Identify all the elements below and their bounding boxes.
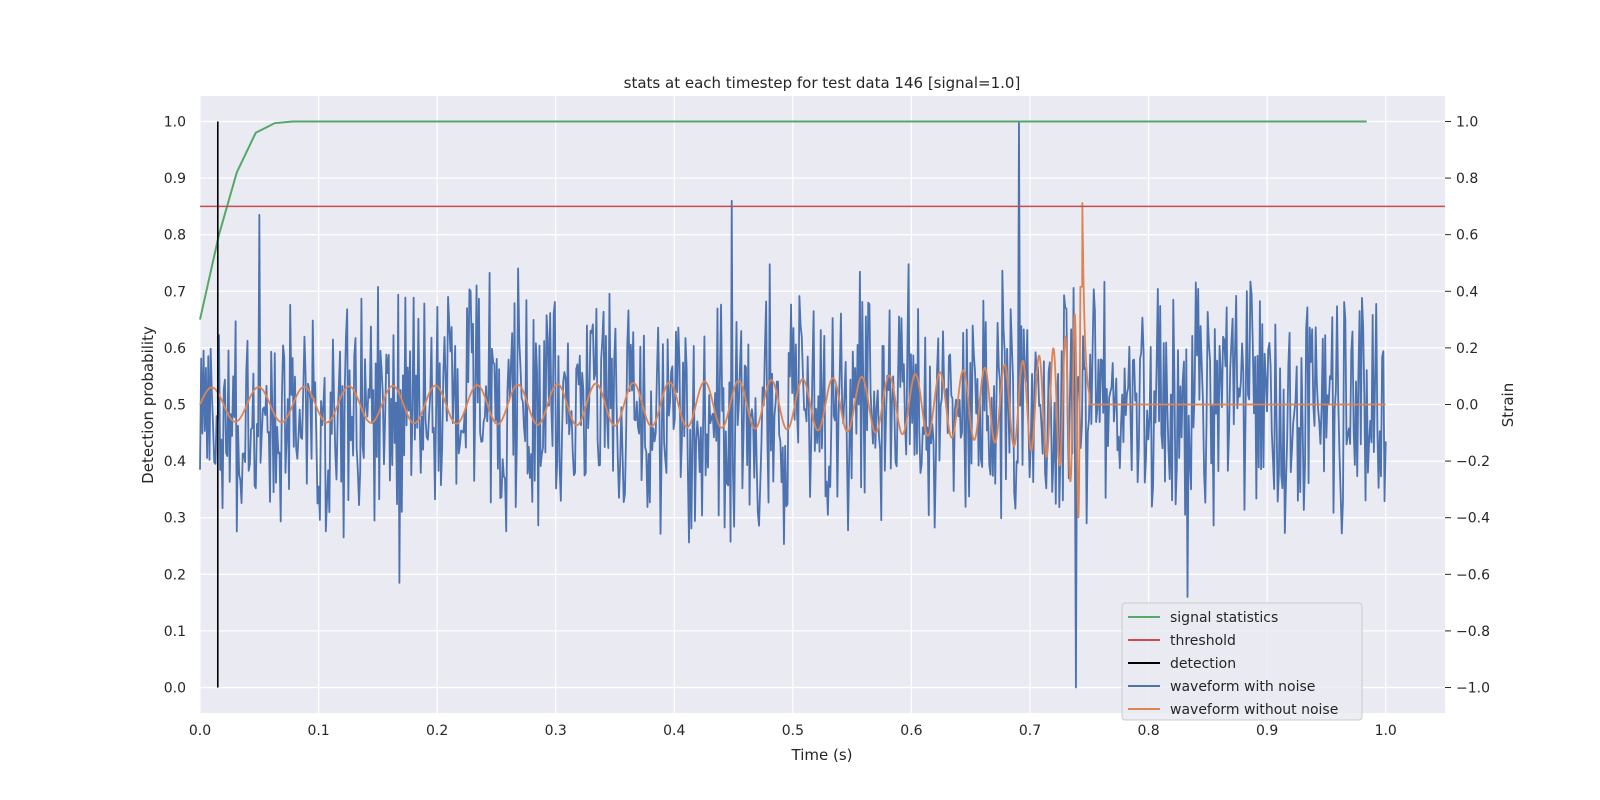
y2-tick-label: 0.4 — [1456, 284, 1478, 300]
y2-tick-label: −0.6 — [1456, 567, 1490, 583]
y-tick-label: 0.6 — [164, 341, 186, 357]
legend-label: waveform with noise — [1170, 679, 1315, 695]
legend-label: signal statistics — [1170, 610, 1278, 626]
y2-tick-label: −0.8 — [1456, 624, 1490, 640]
y-tick-label: 0.3 — [164, 511, 186, 527]
chart-title: stats at each timestep for test data 146… — [624, 74, 1021, 92]
y-tick-label: 0.7 — [164, 284, 186, 300]
x-tick-label: 0.9 — [1256, 723, 1278, 739]
x-tick-label: 0.7 — [1019, 723, 1041, 739]
x-tick-label: 0.2 — [426, 723, 448, 739]
y2-tick-label: −0.2 — [1456, 454, 1490, 470]
x-tick-label: 0.5 — [782, 723, 804, 739]
y2-tick-label: 1.0 — [1456, 114, 1478, 130]
x-tick-label: 1.0 — [1375, 723, 1397, 739]
y2-tick-label: 0.0 — [1456, 398, 1478, 414]
x-tick-label: 0.1 — [307, 723, 329, 739]
y-tick-label: 0.2 — [164, 567, 186, 583]
series-layer — [199, 120, 1445, 689]
series-waveform-with-noise — [199, 120, 1387, 689]
y2-axis-label: Strain — [1499, 383, 1517, 427]
x-tick-label: 0.4 — [663, 723, 685, 739]
legend-label: waveform without noise — [1170, 702, 1338, 718]
x-axis-label: Time (s) — [791, 746, 853, 764]
legend-label: detection — [1170, 656, 1236, 672]
y-tick-label: 0.1 — [164, 624, 186, 640]
series-waveform-without-noise — [199, 202, 1387, 519]
y2-tick-label: −0.4 — [1456, 511, 1490, 527]
y2-tick-label: 0.8 — [1456, 171, 1478, 187]
y-axis-label: Detection probability — [139, 326, 157, 484]
y-tick-label: 0.4 — [164, 454, 186, 470]
y-tick-label: 0.9 — [164, 171, 186, 187]
ticks: 0.0 0.1 0.2 0.3 0.4 0.5 0.6 0.7 0.8 0.9 1.0 0.0 0.1 0… — [164, 114, 1490, 739]
x-tick-label: 0.6 — [900, 723, 922, 739]
y-tick-label: 0.8 — [164, 228, 186, 244]
y2-tick-label: 0.6 — [1456, 228, 1478, 244]
series-signal-statistics — [199, 120, 1367, 320]
legend: signal statistics threshold detection wavef… — [1121, 602, 1363, 721]
y2-tick-label: 0.2 — [1456, 341, 1478, 357]
x-tick-label: 0.3 — [545, 723, 567, 739]
x-tick-label: 0.8 — [1137, 723, 1159, 739]
legend-label: threshold — [1170, 633, 1236, 649]
y-tick-label: 1.0 — [164, 114, 186, 130]
x-tick-label: 0.0 — [189, 723, 211, 739]
y-tick-label: 0.5 — [164, 398, 186, 414]
y-tick-label: 0.0 — [164, 681, 186, 697]
y2-tick-label: −1.0 — [1456, 681, 1490, 697]
legend-box — [1121, 602, 1363, 721]
